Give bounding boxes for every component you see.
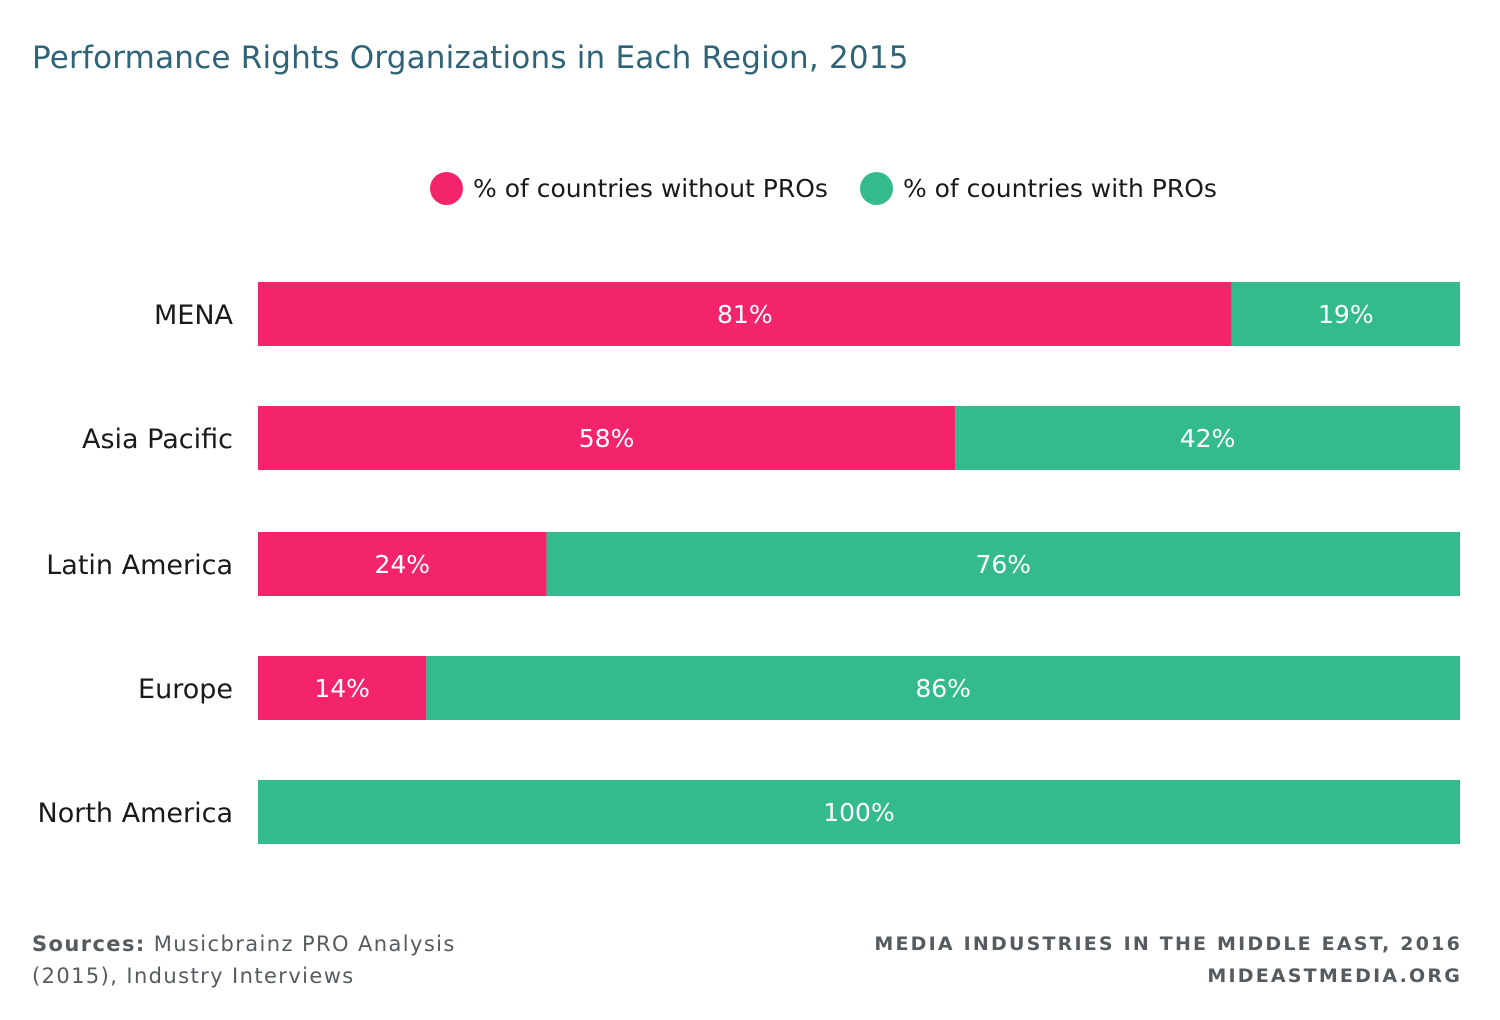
- category-label: MENA: [154, 300, 234, 331]
- publication-name: MEDIA INDUSTRIES IN THE MIDDLE EAST, 201…: [874, 933, 1462, 955]
- category-label: Asia Pacific: [82, 424, 233, 455]
- category-label: Europe: [138, 674, 233, 705]
- data-label: 86%: [915, 674, 971, 703]
- website-link: MIDEASTMEDIA.ORG: [1207, 965, 1462, 987]
- chart-title: Performance Rights Organizations in Each…: [32, 40, 909, 76]
- sources-text: Musicbrainz PRO Analysis: [153, 932, 456, 956]
- bar-with: [546, 532, 1460, 596]
- bar-with: [955, 406, 1460, 470]
- bar-with: [258, 780, 1460, 844]
- legend-item-with: % of countries with PROs: [859, 172, 1217, 205]
- data-label: 58%: [579, 424, 635, 453]
- legend-label-without: % of countries without PROs: [473, 174, 828, 203]
- sources-text-2: (2015), Industry Interviews: [32, 964, 355, 988]
- bar-without: [258, 282, 1232, 346]
- legend-item-without: % of countries without PROs: [430, 172, 828, 205]
- bar-with: [426, 656, 1460, 720]
- data-label: 14%: [314, 674, 370, 703]
- data-label: 42%: [1180, 424, 1236, 453]
- publication-credit: MEDIA INDUSTRIES IN THE MIDDLE EAST, 201…: [874, 928, 1462, 992]
- sources-label: Sources:: [32, 932, 146, 956]
- category-label: Latin America: [46, 550, 233, 581]
- legend: % of countries without PROs % of countri…: [430, 172, 1249, 205]
- legend-label-with: % of countries with PROs: [902, 174, 1217, 203]
- sources-note: Sources: Musicbrainz PRO Analysis (2015)…: [32, 928, 456, 992]
- data-label: 19%: [1318, 300, 1374, 329]
- legend-swatch-with: [859, 172, 893, 205]
- bar-without: [258, 656, 427, 720]
- bar-without: [258, 532, 547, 596]
- data-label: 100%: [823, 798, 894, 827]
- legend-swatch-without: [430, 172, 463, 205]
- bar-with: [1231, 282, 1460, 346]
- bar-without: [258, 406, 956, 470]
- category-label: North America: [38, 798, 233, 829]
- data-label: 81%: [717, 300, 773, 329]
- data-label: 24%: [374, 550, 430, 579]
- data-label: 76%: [975, 550, 1031, 579]
